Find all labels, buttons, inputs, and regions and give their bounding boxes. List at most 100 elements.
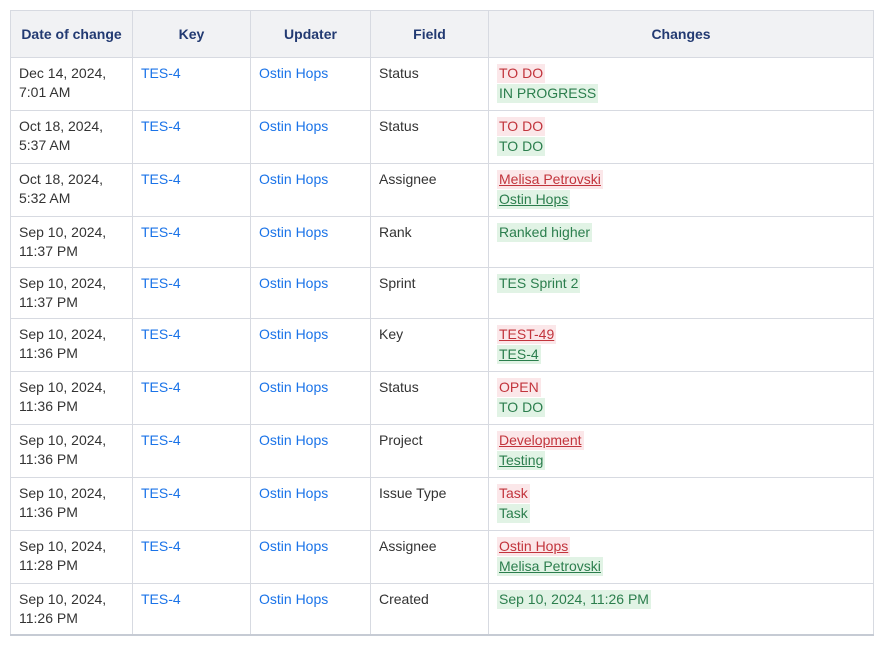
change-new-value[interactable]: TES-4: [497, 345, 541, 364]
date-of-change-cell: Sep 10, 2024, 11:26 PM: [10, 583, 133, 636]
header-row: Date of change Key Updater Field Changes: [10, 10, 874, 58]
key-cell: TES-4: [132, 371, 251, 425]
change-new-value: Ranked higher: [497, 223, 593, 242]
change-new-value: Sep 10, 2024, 11:26 PM: [497, 590, 651, 609]
change-line: OPEN: [497, 378, 865, 397]
issue-key-link[interactable]: TES-4: [141, 326, 181, 342]
table-row: Sep 10, 2024, 11:36 PM TES-4 Ostin Hops …: [10, 477, 874, 531]
table-row: Sep 10, 2024, 11:28 PM TES-4 Ostin Hops …: [10, 530, 874, 584]
updater-link[interactable]: Ostin Hops: [259, 485, 329, 501]
field-cell: Status: [370, 57, 489, 111]
issue-key-link[interactable]: TES-4: [141, 379, 181, 395]
key-cell: TES-4: [132, 530, 251, 584]
date-of-change-cell: Sep 10, 2024, 11:36 PM: [10, 371, 133, 425]
changes-cell: Ranked higher: [488, 216, 874, 268]
updater-link[interactable]: Ostin Hops: [259, 65, 329, 81]
issue-key-link[interactable]: TES-4: [141, 485, 181, 501]
updater-link[interactable]: Ostin Hops: [259, 171, 329, 187]
change-line: TES-4: [497, 345, 865, 364]
updater-link[interactable]: Ostin Hops: [259, 432, 329, 448]
issue-key-link[interactable]: TES-4: [141, 538, 181, 554]
field-cell: Status: [370, 110, 489, 164]
change-new-value[interactable]: Testing: [497, 451, 546, 470]
column-header-updater: Updater: [250, 10, 371, 58]
change-line: TO DO: [497, 117, 865, 136]
issue-key-link[interactable]: TES-4: [141, 171, 181, 187]
change-new-value: TO DO: [497, 398, 546, 417]
change-line: Ostin Hops: [497, 190, 865, 209]
updater-link[interactable]: Ostin Hops: [259, 326, 329, 342]
date-of-change-cell: Sep 10, 2024, 11:36 PM: [10, 477, 133, 531]
updater-link[interactable]: Ostin Hops: [259, 379, 329, 395]
field-cell: Status: [370, 371, 489, 425]
change-old-value: TO DO: [497, 64, 546, 83]
change-new-value: TO DO: [497, 137, 546, 156]
table-header: Date of change Key Updater Field Changes: [10, 10, 874, 58]
table-row: Dec 14, 2024, 7:01 AM TES-4 Ostin Hops S…: [10, 57, 874, 111]
column-header-date-of-change: Date of change: [10, 10, 133, 58]
date-of-change-cell: Oct 18, 2024, 5:32 AM: [10, 163, 133, 217]
updater-link[interactable]: Ostin Hops: [259, 118, 329, 134]
date-of-change-cell: Dec 14, 2024, 7:01 AM: [10, 57, 133, 111]
column-header-field: Field: [370, 10, 489, 58]
updater-cell: Ostin Hops: [250, 216, 371, 268]
change-old-value: TO DO: [497, 117, 546, 136]
updater-link[interactable]: Ostin Hops: [259, 538, 329, 554]
table-row: Oct 18, 2024, 5:37 AM TES-4 Ostin Hops S…: [10, 110, 874, 164]
table-row: Sep 10, 2024, 11:36 PM TES-4 Ostin Hops …: [10, 318, 874, 372]
issue-key-link[interactable]: TES-4: [141, 275, 181, 291]
key-cell: TES-4: [132, 163, 251, 217]
updater-link[interactable]: Ostin Hops: [259, 591, 329, 607]
change-new-value: TES Sprint 2: [497, 274, 581, 293]
updater-cell: Ostin Hops: [250, 110, 371, 164]
change-line: Ranked higher: [497, 223, 865, 242]
date-of-change-cell: Sep 10, 2024, 11:36 PM: [10, 318, 133, 372]
changes-cell: TO DO TO DO: [488, 110, 874, 164]
change-old-value[interactable]: Ostin Hops: [497, 537, 571, 556]
issue-key-link[interactable]: TES-4: [141, 591, 181, 607]
change-line: IN PROGRESS: [497, 84, 865, 103]
field-cell: Assignee: [370, 530, 489, 584]
change-new-value[interactable]: Melisa Petrovski: [497, 557, 603, 576]
change-line: Melisa Petrovski: [497, 170, 865, 189]
field-cell: Assignee: [370, 163, 489, 217]
change-new-value[interactable]: Ostin Hops: [497, 190, 571, 209]
field-cell: Key: [370, 318, 489, 372]
change-old-value[interactable]: TEST-49: [497, 325, 557, 344]
change-old-value[interactable]: Melisa Petrovski: [497, 170, 603, 189]
change-line: TO DO: [497, 64, 865, 83]
updater-cell: Ostin Hops: [250, 371, 371, 425]
changes-cell: TES Sprint 2: [488, 267, 874, 319]
key-cell: TES-4: [132, 318, 251, 372]
change-line: Development: [497, 431, 865, 450]
date-of-change-cell: Sep 10, 2024, 11:37 PM: [10, 267, 133, 319]
key-cell: TES-4: [132, 477, 251, 531]
change-old-value[interactable]: Development: [497, 431, 584, 450]
change-new-value: IN PROGRESS: [497, 84, 599, 103]
change-old-value: Task: [497, 484, 530, 503]
issue-key-link[interactable]: TES-4: [141, 432, 181, 448]
updater-link[interactable]: Ostin Hops: [259, 224, 329, 240]
date-of-change-cell: Oct 18, 2024, 5:37 AM: [10, 110, 133, 164]
change-line: Task: [497, 484, 865, 503]
change-line: TEST-49: [497, 325, 865, 344]
change-line: TES Sprint 2: [497, 274, 865, 293]
issue-key-link[interactable]: TES-4: [141, 118, 181, 134]
updater-cell: Ostin Hops: [250, 477, 371, 531]
change-line: Ostin Hops: [497, 537, 865, 556]
issue-key-link[interactable]: TES-4: [141, 224, 181, 240]
change-line: Sep 10, 2024, 11:26 PM: [497, 590, 865, 609]
issue-key-link[interactable]: TES-4: [141, 65, 181, 81]
key-cell: TES-4: [132, 267, 251, 319]
updater-cell: Ostin Hops: [250, 424, 371, 478]
changes-cell: Task Task: [488, 477, 874, 531]
updater-cell: Ostin Hops: [250, 163, 371, 217]
updater-link[interactable]: Ostin Hops: [259, 275, 329, 291]
key-cell: TES-4: [132, 424, 251, 478]
field-cell: Created: [370, 583, 489, 636]
changes-cell: Development Testing: [488, 424, 874, 478]
changes-cell: Melisa Petrovski Ostin Hops: [488, 163, 874, 217]
updater-cell: Ostin Hops: [250, 530, 371, 584]
table-row: Sep 10, 2024, 11:26 PM TES-4 Ostin Hops …: [10, 583, 874, 636]
key-cell: TES-4: [132, 583, 251, 636]
